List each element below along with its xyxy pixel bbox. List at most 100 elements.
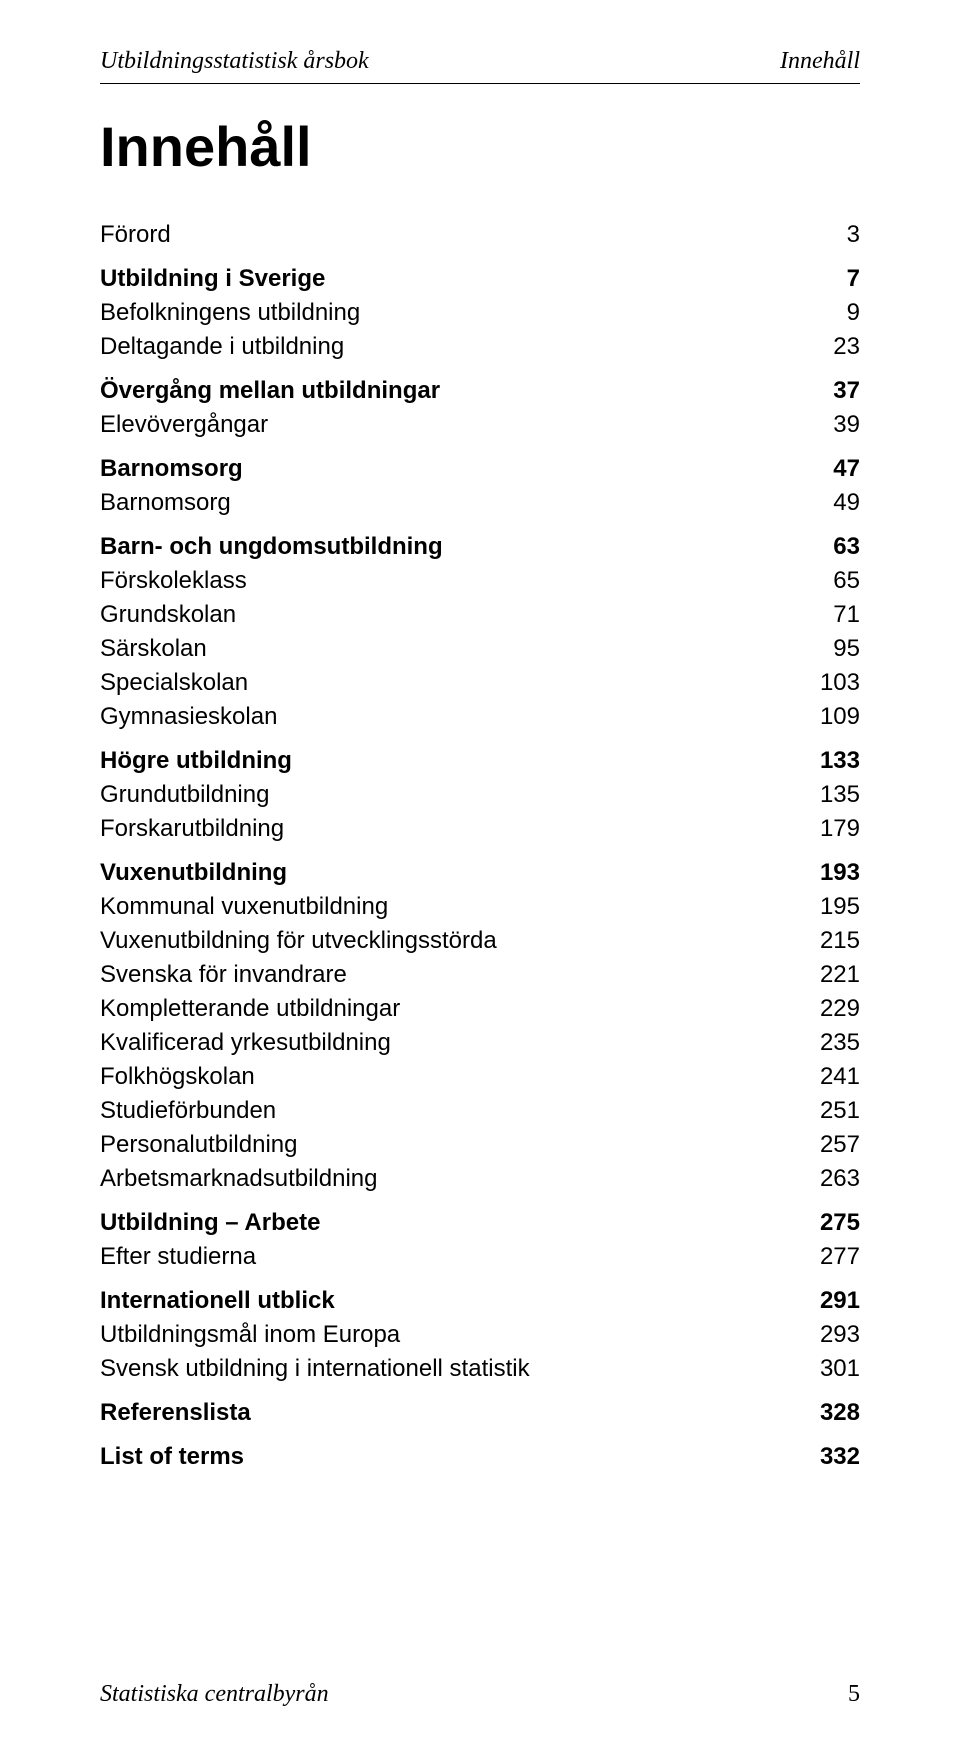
toc-entry-page: 257 xyxy=(812,1131,860,1159)
toc-entry: Barn- och ungdomsutbildning 63 xyxy=(100,533,860,561)
toc-entry: Studieförbunden251 xyxy=(100,1097,860,1125)
toc-entry-label: Befolkningens utbildning xyxy=(100,299,360,327)
toc-entry-label: Elevövergångar xyxy=(100,411,268,439)
toc-entry-label: Kompletterande utbildningar xyxy=(100,995,400,1023)
toc-entry-label: Studieförbunden xyxy=(100,1097,276,1125)
toc-entry: Befolkningens utbildning 9 xyxy=(100,299,860,327)
toc-entry-page: 293 xyxy=(812,1321,860,1349)
toc-entry-label: Kvalificerad yrkesutbildning xyxy=(100,1029,391,1057)
toc-entry-label: Grundutbildning xyxy=(100,781,269,809)
toc-entry-label: Vuxenutbildning för utvecklingsstörda xyxy=(100,927,497,955)
toc-entry: Särskolan 95 xyxy=(100,635,860,663)
toc-entry: Folkhögskolan 241 xyxy=(100,1063,860,1091)
header-left: Utbildningsstatistisk årsbok xyxy=(100,48,369,75)
toc-entry: Kvalificerad yrkesutbildning235 xyxy=(100,1029,860,1057)
toc-entry-label: Barnomsorg xyxy=(100,489,231,517)
page-header: Utbildningsstatistisk årsbok Innehåll xyxy=(100,0,860,84)
toc-entry-label: Utbildning – Arbete xyxy=(100,1209,320,1237)
toc-entry: Deltagande i utbildning 23 xyxy=(100,333,860,361)
toc-entry-label: Förskoleklass xyxy=(100,567,247,595)
toc-entry-label: Förord xyxy=(100,221,171,249)
toc-entry: Förord 3 xyxy=(100,221,860,249)
content-area: Innehåll Förord 3 Utbildning i Sverige7 Bef… xyxy=(0,84,960,1471)
toc-entry-page: 221 xyxy=(812,961,860,989)
toc-entry-label: Folkhögskolan xyxy=(100,1063,255,1091)
toc-entry-page: 179 xyxy=(812,815,860,843)
toc-entry: Arbetsmarknadsutbildning 263 xyxy=(100,1165,860,1193)
toc-entry-label: Forskarutbildning xyxy=(100,815,284,843)
toc-entry: Vuxenutbildning för utvecklingsstörda215 xyxy=(100,927,860,955)
toc-entry: Forskarutbildning 179 xyxy=(100,815,860,843)
toc-section: Högre utbildning 133 Grundutbildning135 For… xyxy=(100,747,860,843)
toc-entry-label: Barn- och ungdomsutbildning xyxy=(100,533,443,561)
page-footer: Statistiska centralbyrån 5 xyxy=(100,1681,860,1708)
toc-entry: Utbildningsmål inom Europa 293 xyxy=(100,1321,860,1349)
toc-entry-page: 65 xyxy=(812,567,860,595)
toc-entry-page: 3 xyxy=(812,221,860,249)
toc-entry-label: Arbetsmarknadsutbildning xyxy=(100,1165,378,1193)
toc-entry: List of terms332 xyxy=(100,1443,860,1471)
table-of-contents: Förord 3 Utbildning i Sverige7 Befolkningen… xyxy=(100,221,860,1471)
toc-section: Barn- och ungdomsutbildning 63 Förskolekla… xyxy=(100,533,860,731)
toc-section: Internationell utblick 291 Utbildningsmål … xyxy=(100,1287,860,1383)
toc-entry-label: Grundskolan xyxy=(100,601,236,629)
toc-entry-label: Kommunal vuxenutbildning xyxy=(100,893,388,921)
toc-entry-label: Gymnasieskolan xyxy=(100,703,277,731)
toc-entry-label: Särskolan xyxy=(100,635,207,663)
toc-entry-label: Personalutbildning xyxy=(100,1131,297,1159)
toc-entry: Internationell utblick 291 xyxy=(100,1287,860,1315)
toc-entry: Barnomsorg 47 xyxy=(100,455,860,483)
toc-entry-page: 71 xyxy=(812,601,860,629)
toc-section: Utbildning – Arbete 275 Efter studierna277 xyxy=(100,1209,860,1271)
toc-entry: Grundutbildning135 xyxy=(100,781,860,809)
toc-entry-label: Svenska för invandrare xyxy=(100,961,347,989)
toc-entry: Kompletterande utbildningar 229 xyxy=(100,995,860,1023)
toc-entry-page: 133 xyxy=(812,747,860,775)
toc-entry: Kommunal vuxenutbildning 195 xyxy=(100,893,860,921)
toc-entry-page: 229 xyxy=(812,995,860,1023)
toc-entry-page: 195 xyxy=(812,893,860,921)
toc-section: Förord 3 xyxy=(100,221,860,249)
toc-entry-label: Deltagande i utbildning xyxy=(100,333,344,361)
toc-section: Vuxenutbildning193 Kommunal vuxenutbildni… xyxy=(100,859,860,1193)
header-right: Innehåll xyxy=(780,48,860,75)
toc-section: Barnomsorg 47 Barnomsorg49 xyxy=(100,455,860,517)
toc-entry-page: 63 xyxy=(812,533,860,561)
toc-entry-label: Övergång mellan utbildningar xyxy=(100,377,440,405)
page-title: Innehåll xyxy=(100,114,860,179)
toc-entry-page: 9 xyxy=(812,299,860,327)
toc-entry-label: Internationell utblick xyxy=(100,1287,335,1315)
toc-entry-page: 301 xyxy=(812,1355,860,1383)
toc-section: List of terms332 xyxy=(100,1443,860,1471)
toc-entry-page: 95 xyxy=(812,635,860,663)
toc-entry: Personalutbildning 257 xyxy=(100,1131,860,1159)
toc-entry: Vuxenutbildning193 xyxy=(100,859,860,887)
toc-entry-label: Barnomsorg xyxy=(100,455,243,483)
toc-entry: Elevövergångar 39 xyxy=(100,411,860,439)
toc-entry-page: 241 xyxy=(812,1063,860,1091)
footer-publisher: Statistiska centralbyrån xyxy=(100,1681,329,1708)
toc-entry-page: 37 xyxy=(812,377,860,405)
toc-entry-page: 263 xyxy=(812,1165,860,1193)
toc-entry-label: List of terms xyxy=(100,1443,244,1471)
toc-entry-label: Utbildningsmål inom Europa xyxy=(100,1321,400,1349)
toc-entry: Efter studierna277 xyxy=(100,1243,860,1271)
toc-entry-page: 291 xyxy=(812,1287,860,1315)
toc-entry-page: 47 xyxy=(812,455,860,483)
toc-entry: Specialskolan103 xyxy=(100,669,860,697)
toc-entry: Utbildning – Arbete 275 xyxy=(100,1209,860,1237)
toc-entry-page: 328 xyxy=(812,1399,860,1427)
toc-entry-page: 23 xyxy=(812,333,860,361)
toc-entry: Övergång mellan utbildningar 37 xyxy=(100,377,860,405)
toc-entry: Utbildning i Sverige7 xyxy=(100,265,860,293)
toc-entry-label: Högre utbildning xyxy=(100,747,292,775)
toc-entry-page: 275 xyxy=(812,1209,860,1237)
toc-entry: Gymnasieskolan109 xyxy=(100,703,860,731)
toc-entry-label: Utbildning i Sverige xyxy=(100,265,325,293)
toc-entry-page: 39 xyxy=(812,411,860,439)
toc-entry: Högre utbildning 133 xyxy=(100,747,860,775)
toc-entry-page: 277 xyxy=(812,1243,860,1271)
toc-section: Referenslista328 xyxy=(100,1399,860,1427)
toc-entry: Svensk utbildning i internationell stati… xyxy=(100,1355,860,1383)
toc-entry: Barnomsorg49 xyxy=(100,489,860,517)
